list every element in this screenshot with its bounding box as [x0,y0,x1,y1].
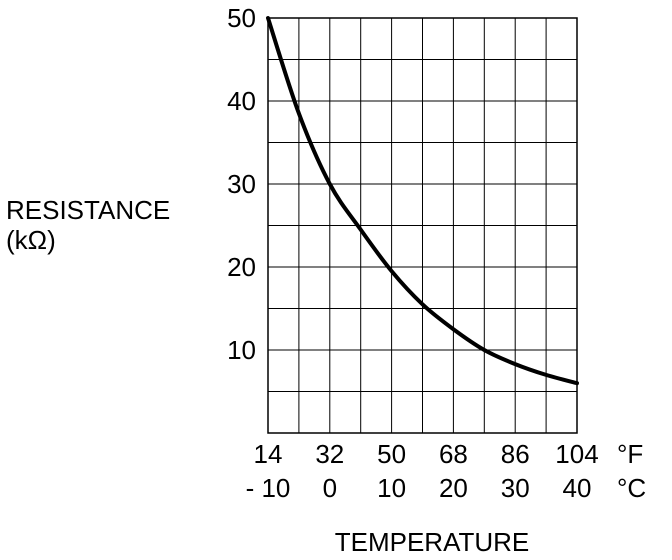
y-tick-label: 40 [227,86,256,116]
y-tick-label: 10 [227,335,256,365]
y-tick-labels: 10 20 30 40 50 [227,3,256,365]
x-tick-label-celsius: 20 [439,473,468,503]
y-axis-title-line1: RESISTANCE [6,195,170,225]
x-tick-label-celsius: 10 [377,473,406,503]
celsius-unit-label: °C [617,473,646,503]
plot-frame [267,17,578,434]
x-tick-label-fahrenheit: 32 [315,439,344,469]
x-tick-label-celsius: 40 [563,473,592,503]
y-axis-title-line2: (kΩ) [6,225,56,255]
fahrenheit-unit-label: °F [617,439,643,469]
x-tick-labels-celsius: - 10 0 10 20 30 40 [246,473,592,503]
y-tick-label: 20 [227,252,256,282]
x-tick-label-fahrenheit: 50 [377,439,406,469]
x-axis-title: TEMPERATURE [335,527,530,557]
resistance-curve [266,16,579,386]
grid [268,18,577,433]
y-tick-label: 30 [227,169,256,199]
x-tick-label-celsius: 30 [501,473,530,503]
x-tick-label-fahrenheit: 86 [501,439,530,469]
x-tick-label-celsius: 0 [323,473,337,503]
y-tick-label: 50 [227,3,256,33]
x-tick-label-fahrenheit: 14 [254,439,283,469]
x-tick-label-fahrenheit: 68 [439,439,468,469]
x-tick-labels-fahrenheit: 14 32 50 68 86 104 [254,439,599,469]
x-tick-label-celsius: - 10 [246,473,291,503]
plot-border [267,17,578,434]
x-tick-label-fahrenheit: 104 [555,439,598,469]
